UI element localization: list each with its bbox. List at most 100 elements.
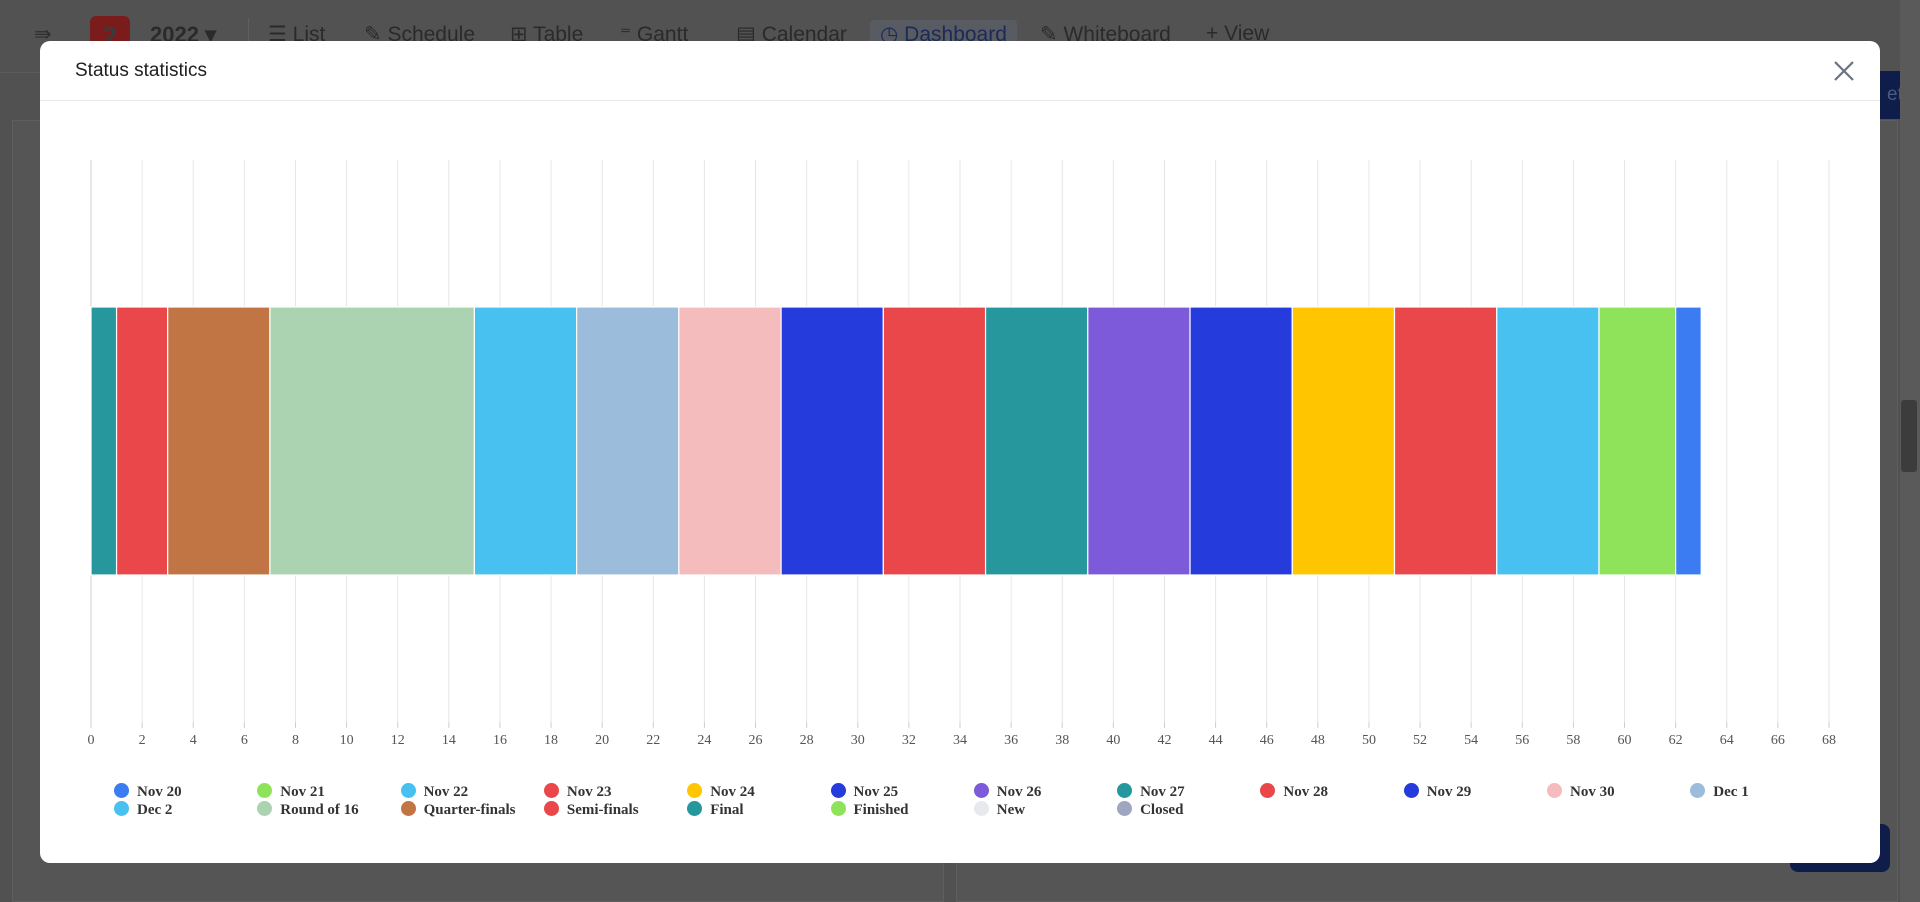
x-tick-label: 46 bbox=[1260, 733, 1274, 748]
legend-label: New bbox=[996, 802, 1026, 818]
legend-item[interactable]: Quarter-finals bbox=[400, 801, 516, 819]
bar-segment-final bbox=[90, 306, 118, 576]
tab-label: Table bbox=[533, 23, 584, 46]
bar-segment-nov-26 bbox=[1087, 306, 1191, 576]
tab-table[interactable]: ⊞ Table bbox=[510, 23, 584, 46]
legend-dot bbox=[400, 801, 416, 816]
divider bbox=[248, 18, 249, 52]
legend-dot bbox=[830, 801, 846, 816]
tab-label: Dashboard bbox=[904, 23, 1007, 46]
tab-label: Gantt bbox=[636, 23, 689, 46]
bar-segment-nov-22 bbox=[1496, 306, 1600, 576]
legend-dot bbox=[257, 801, 273, 816]
x-tick-label: 16 bbox=[493, 733, 507, 748]
tab-label: Calendar bbox=[761, 23, 847, 46]
collapse-sidebar-icon[interactable]: ⇛ bbox=[34, 23, 52, 46]
bar-segment-dec-2 bbox=[473, 306, 578, 576]
x-tick-label: 24 bbox=[697, 733, 711, 748]
legend-item[interactable]: Dec 1 bbox=[1690, 783, 1749, 801]
legend-item[interactable]: Nov 20 bbox=[114, 783, 182, 801]
legend-label: Nov 28 bbox=[1283, 784, 1328, 800]
tab-gantt[interactable]: ⁼ Gantt bbox=[620, 23, 689, 46]
tab-label: Whiteboard bbox=[1063, 23, 1171, 46]
tab-schedule[interactable]: ✎ Schedule bbox=[364, 23, 476, 46]
x-tick-label: 10 bbox=[340, 733, 354, 748]
legend-item[interactable]: Nov 29 bbox=[1403, 783, 1472, 801]
x-tick-label: 52 bbox=[1413, 733, 1427, 748]
legend-item[interactable]: Nov 25 bbox=[830, 783, 898, 801]
x-tick-label: 66 bbox=[1771, 733, 1785, 748]
legend-label: Round of 16 bbox=[280, 802, 359, 818]
add-view-button[interactable]: + View bbox=[1206, 22, 1270, 45]
legend-item[interactable]: Nov 23 bbox=[543, 783, 612, 801]
legend-item[interactable]: Nov 24 bbox=[687, 783, 755, 801]
bar-segment-semi-finals bbox=[115, 306, 169, 576]
tab-calendar[interactable]: ▤ Calendar bbox=[736, 23, 847, 46]
x-tick-label: 8 bbox=[292, 733, 299, 748]
legend-item[interactable]: Round of 16 bbox=[257, 801, 359, 819]
stacked-bar-chart: 0 2 4 6 8 10 12 14 16 18 20 22 24 26 28 30 32 34 36 38 40 42 4… bbox=[88, 160, 1836, 748]
x-tick-label: 12 bbox=[391, 733, 405, 748]
legend-item[interactable]: Nov 28 bbox=[1260, 783, 1328, 801]
x-tick-label: 38 bbox=[1055, 733, 1069, 748]
legend-label: Nov 24 bbox=[710, 784, 755, 800]
legend-dot bbox=[973, 801, 989, 816]
x-tick-label: 20 bbox=[595, 733, 609, 748]
legend-label: Closed bbox=[1140, 802, 1184, 818]
scrollbar-thumb[interactable] bbox=[1901, 400, 1917, 472]
bar-segment-dec-1 bbox=[576, 306, 680, 576]
x-tick-label: 40 bbox=[1106, 733, 1120, 748]
legend-dot bbox=[687, 801, 703, 816]
legend-label: Nov 23 bbox=[566, 784, 612, 800]
x-tick-label: 30 bbox=[851, 733, 865, 748]
legend-label: Nov 20 bbox=[137, 784, 182, 800]
tab-label: View bbox=[1224, 22, 1270, 45]
legend-item[interactable]: Nov 22 bbox=[400, 783, 469, 801]
close-icon bbox=[1834, 61, 1854, 81]
x-tick-label: 2 bbox=[139, 733, 146, 748]
legend-dot bbox=[543, 801, 559, 816]
legend-label: Finished bbox=[853, 802, 909, 818]
legend-dot bbox=[257, 783, 273, 798]
legend-label: Nov 30 bbox=[1570, 784, 1615, 800]
legend-dot bbox=[1117, 801, 1133, 816]
close-button[interactable] bbox=[1829, 56, 1859, 86]
bar-segment-round-of-16 bbox=[269, 306, 475, 576]
legend-label: Nov 22 bbox=[423, 784, 469, 800]
legend-item[interactable]: Closed bbox=[1117, 801, 1183, 819]
bar-segment-nov-27 bbox=[984, 306, 1089, 576]
legend-item[interactable]: Nov 21 bbox=[257, 783, 325, 801]
x-tick-label: 64 bbox=[1720, 733, 1734, 748]
tab-label: List bbox=[292, 23, 326, 46]
legend-item[interactable]: Nov 27 bbox=[1117, 783, 1185, 801]
x-tick-label: 44 bbox=[1209, 733, 1223, 748]
tab-whiteboard[interactable]: ✎ Whiteboard bbox=[1040, 23, 1171, 46]
legend-item[interactable]: New bbox=[973, 801, 1026, 819]
legend-item[interactable]: Finished bbox=[830, 801, 909, 819]
legend-dot bbox=[1403, 783, 1419, 798]
legend-label: Dec 2 bbox=[137, 802, 173, 818]
modal-header: Status statistics bbox=[40, 41, 1880, 101]
legend-label: Nov 29 bbox=[1426, 784, 1472, 800]
x-tick-label: 42 bbox=[1157, 733, 1171, 748]
legend-dot bbox=[114, 783, 129, 798]
tab-list[interactable]: ☰ List bbox=[268, 23, 326, 46]
button-label: et bbox=[1887, 84, 1903, 105]
legend-item[interactable]: Nov 30 bbox=[1547, 783, 1615, 801]
bar-segment-nov-25 bbox=[1189, 306, 1293, 576]
x-tick-label: 56 bbox=[1515, 733, 1529, 748]
x-tick-label: 68 bbox=[1822, 733, 1836, 748]
legend-item[interactable]: Semi-finals bbox=[543, 801, 639, 819]
x-tick-label: 22 bbox=[646, 733, 660, 748]
status-statistics-modal: Status statistics 0 2 4 6 8 10 12 14 16 18 20 22 24 2… bbox=[40, 41, 1880, 863]
legend-label: Nov 26 bbox=[996, 784, 1042, 800]
x-tick-label: 32 bbox=[902, 733, 916, 748]
legend-item[interactable]: Dec 2 bbox=[114, 801, 172, 819]
bar-segment-nov-30 bbox=[678, 306, 782, 576]
legend-item[interactable]: Nov 26 bbox=[973, 783, 1042, 801]
x-tick-label: 6 bbox=[241, 733, 248, 748]
legend-item[interactable]: Final bbox=[687, 801, 744, 819]
legend-dot bbox=[1117, 783, 1133, 798]
legend-dot bbox=[973, 783, 989, 798]
legend-dot bbox=[114, 801, 129, 816]
